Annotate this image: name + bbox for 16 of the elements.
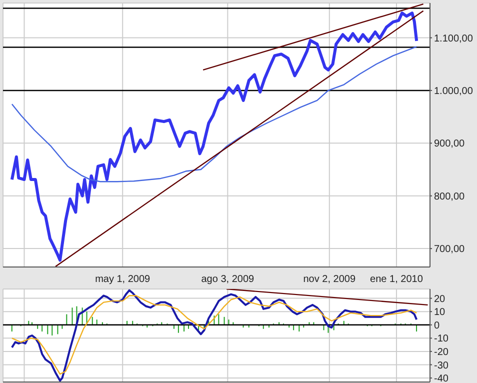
y-tick-label: -40	[434, 374, 449, 383]
y-tick-label: 0	[434, 320, 440, 332]
y-tick-label: -10	[434, 334, 449, 345]
x-tick-label: ago 3, 2009	[201, 274, 255, 286]
y-tick-label: 900,00	[434, 138, 466, 150]
y-tick-label: 1.100,00	[434, 33, 474, 44]
x-tick-label: ene 1, 2010	[370, 274, 424, 286]
y-tick-label: 20	[434, 294, 446, 305]
y-tick-label: 800,00	[434, 191, 466, 202]
y-tick-label: 10	[434, 307, 446, 318]
x-tick-label: may 1, 2009	[95, 274, 151, 286]
y-tick-label: -30	[434, 360, 449, 372]
x-tick-label: nov 2, 2009	[303, 274, 356, 286]
y-tick-label: 1.000,00	[434, 86, 474, 98]
y-tick-label: 700,00	[434, 244, 466, 256]
y-tick-label: -20	[434, 346, 449, 358]
